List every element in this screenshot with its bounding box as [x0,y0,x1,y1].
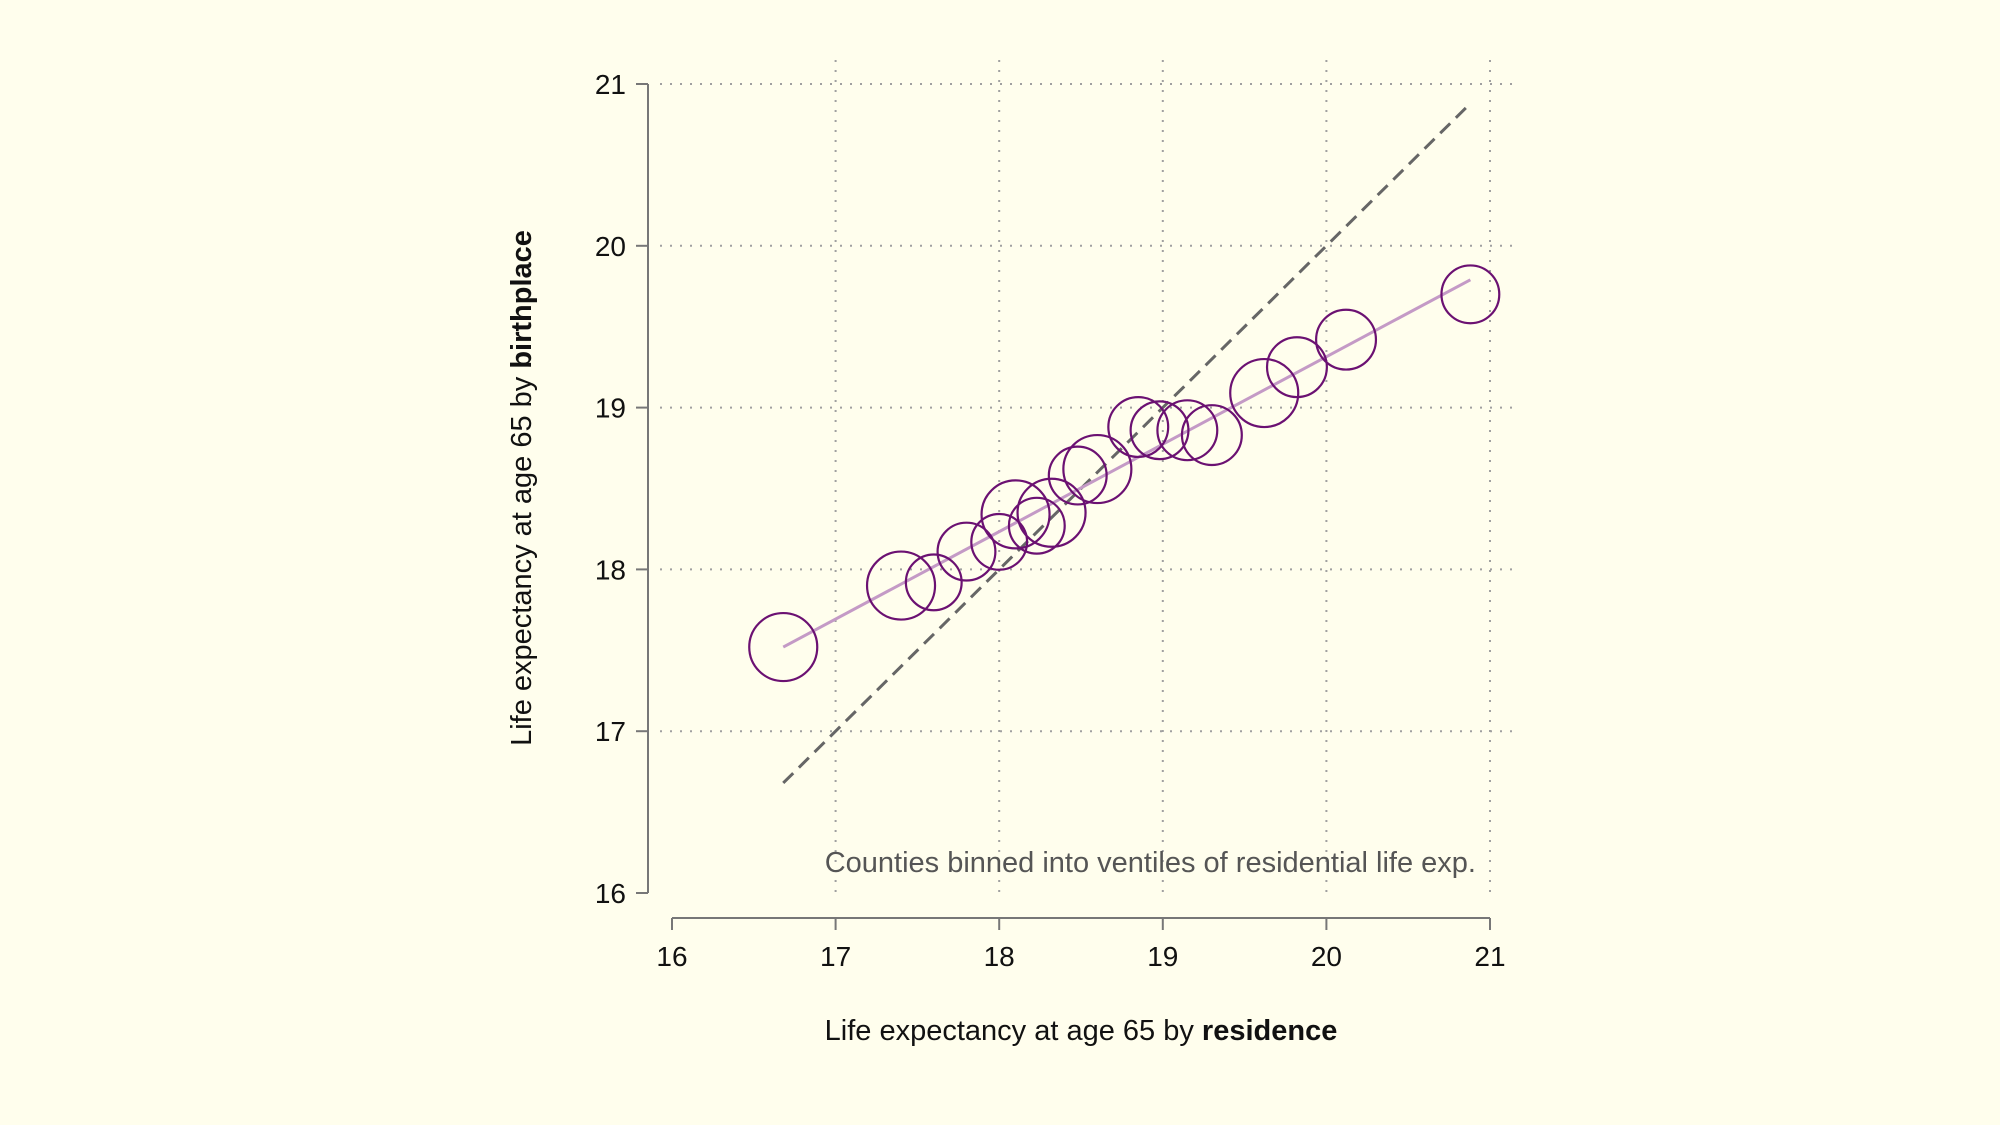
data-point [1129,400,1190,461]
x-axis-title-text: Life expectancy at age 65 by [825,1015,1195,1047]
data-point [1047,445,1108,506]
axes [636,83,1491,930]
y-tick-label: 17 [595,716,626,747]
grid-lines [660,60,1512,896]
data-point [865,550,937,621]
chart-annotation: Counties binned into ventiles of residen… [825,847,1476,879]
x-tick-label: 17 [820,941,851,972]
y-tick-label: 16 [595,878,626,909]
x-tick-label: 20 [1311,941,1342,972]
data-point [936,521,997,582]
x-axis-title: Life expectancy at age 65 by residence [825,1015,1338,1047]
data-point [1062,433,1133,505]
data-point [1007,496,1066,555]
data-point [1016,477,1087,548]
y-tick-label: 21 [595,69,626,100]
data-point [904,553,963,612]
axis-labels: 16 17 18 19 20 21 16 17 18 19 20 21 [595,69,1506,972]
y-tick-label: 18 [595,554,626,585]
data-point [1180,404,1243,467]
data-point [970,512,1029,571]
x-tick-label: 16 [656,941,687,972]
fit-line [782,278,1472,649]
data-point [980,479,1051,550]
data-points [748,264,1501,683]
y-axis-title-emphasis: birthplace [506,230,538,369]
reference-lines [782,102,1472,785]
data-point [748,611,819,683]
data-point [1229,357,1300,429]
diagonal-reference-line [782,102,1472,785]
data-point [1265,336,1328,399]
y-tick-label: 20 [595,231,626,262]
x-tick-label: 18 [984,941,1015,972]
x-tick-label: 21 [1474,941,1505,972]
y-axis-title: Life expectancy at age 65 by birthplace [506,230,538,746]
y-tick-label: 19 [595,393,626,424]
data-point [1440,264,1501,325]
x-tick-label: 19 [1147,941,1178,972]
y-axis-title-text: Life expectancy at age 65 by [506,376,538,746]
data-point [1156,399,1219,462]
data-point [1107,395,1170,459]
x-axis-title-emphasis: residence [1202,1015,1337,1047]
data-point [1315,308,1378,371]
